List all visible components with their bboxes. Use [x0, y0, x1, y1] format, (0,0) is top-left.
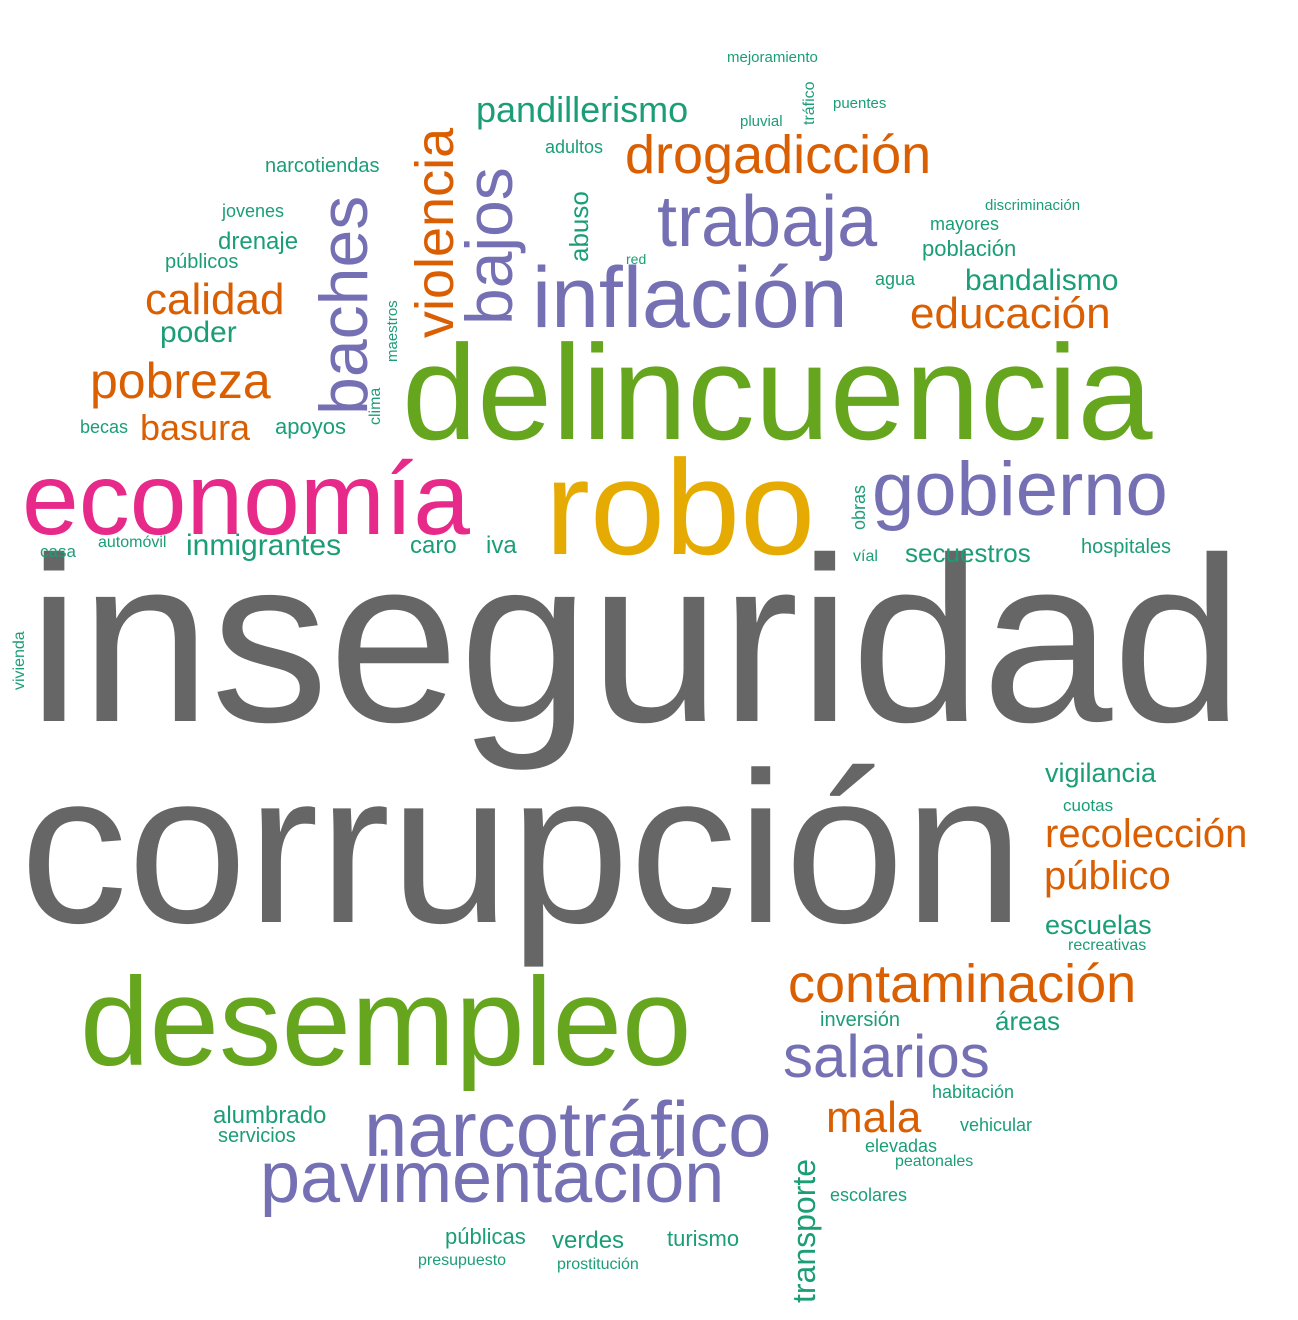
word-poder: poder — [160, 316, 237, 349]
word-corrupcion: corrupción — [20, 727, 1024, 968]
word-publicas: públicas — [445, 1224, 526, 1249]
word-delincuencia: delincuencia — [402, 317, 1153, 468]
word-escuelas: escuelas — [1045, 910, 1152, 940]
word-peatonales: peatonales — [895, 1153, 974, 1170]
word-becas: becas — [80, 417, 129, 437]
word-discriminacion: discriminación — [985, 197, 1081, 214]
word-vigilancia: vigilancia — [1045, 758, 1157, 788]
word-bandalismo: bandalismo — [965, 264, 1119, 297]
word-desempleo: desempleo — [80, 953, 692, 1092]
word-servicios: servicios — [218, 1125, 296, 1147]
word-automovil: automóvil — [98, 534, 167, 551]
word-abuso: abuso — [564, 191, 594, 262]
word-areas: áreas — [995, 1006, 1061, 1036]
word-poblacion: población — [922, 236, 1017, 261]
word-elevadas: elevadas — [865, 1136, 938, 1156]
word-red: red — [626, 251, 647, 267]
word-pobreza: pobreza — [90, 353, 271, 409]
word-basura: basura — [140, 407, 251, 448]
word-contaminacion: contaminación — [788, 954, 1137, 1014]
word-drenaje: drenaje — [218, 228, 299, 255]
word-publico: público — [1044, 854, 1171, 898]
word-mala: mala — [826, 1093, 922, 1142]
word-transporte: transporte — [786, 1158, 822, 1303]
word-vial: víal — [853, 548, 878, 565]
word-narcotiendas: narcotiendas — [265, 155, 380, 177]
word-apoyos: apoyos — [275, 414, 346, 439]
word-vehicular: vehicular — [960, 1115, 1033, 1135]
word-recoleccion: recolección — [1045, 812, 1248, 856]
word-bajos: bajos — [452, 167, 526, 325]
word-inversion: inversión — [820, 1009, 901, 1031]
word-trafico: tráfico — [801, 81, 818, 125]
word-secuestros: secuestros — [905, 538, 1031, 568]
word-pavimentacion: pavimentación — [260, 1138, 725, 1218]
word-salarios: salarios — [783, 1023, 990, 1090]
word-drogadiccion: drogadicción — [625, 125, 932, 185]
word-obras: obras — [849, 484, 869, 530]
word-casa: casa — [40, 542, 76, 561]
word-violencia: violencia — [405, 127, 465, 338]
word-vivienda: vivienda — [11, 631, 28, 690]
word-calidad: calidad — [145, 275, 285, 324]
word-inseguridad: inseguridad — [28, 508, 1244, 771]
word-adultos: adultos — [545, 137, 604, 157]
word-escolares: escolares — [830, 1185, 908, 1205]
word-verdes: verdes — [552, 1227, 625, 1254]
word-puentes: puentes — [833, 95, 887, 112]
word-prostitucion: prostitución — [557, 1256, 639, 1273]
word-mayores: mayores — [930, 214, 1000, 234]
word-robo: robo — [545, 432, 816, 583]
word-cuotas: cuotas — [1063, 796, 1114, 815]
word-clima: clima — [367, 387, 384, 425]
word-caro: caro — [410, 532, 457, 559]
word-trabaja: trabaja — [657, 182, 878, 262]
word-habitacion: habitación — [932, 1082, 1015, 1102]
word-alumbrado: alumbrado — [213, 1102, 327, 1129]
word-hospitales: hospitales — [1081, 536, 1172, 558]
word-pluvial: pluvial — [740, 113, 783, 130]
word-inflacion: inflación — [532, 250, 848, 346]
word-iva: iva — [486, 532, 517, 559]
word-gobierno: gobierno — [872, 447, 1168, 532]
word-baches: baches — [306, 195, 382, 415]
word-mejoramiento: mejoramiento — [727, 49, 818, 66]
word-educacion: educación — [910, 289, 1111, 338]
word-agua: agua — [875, 269, 916, 289]
word-economia: economía — [22, 442, 470, 556]
word-publicos: públicos — [165, 251, 239, 273]
word-jovenes: jovenes — [222, 201, 285, 221]
word-narcotrafico: narcotráfico — [364, 1085, 772, 1173]
word-presupuesto: presupuesto — [418, 1252, 507, 1269]
word-recreativas: recreativas — [1068, 937, 1147, 954]
word-turismo: turismo — [667, 1226, 740, 1251]
word-inmigrantes: inmigrantes — [186, 529, 342, 562]
word-maestros: maestros — [384, 300, 401, 362]
word-pandillerismo: pandillerismo — [476, 89, 689, 130]
